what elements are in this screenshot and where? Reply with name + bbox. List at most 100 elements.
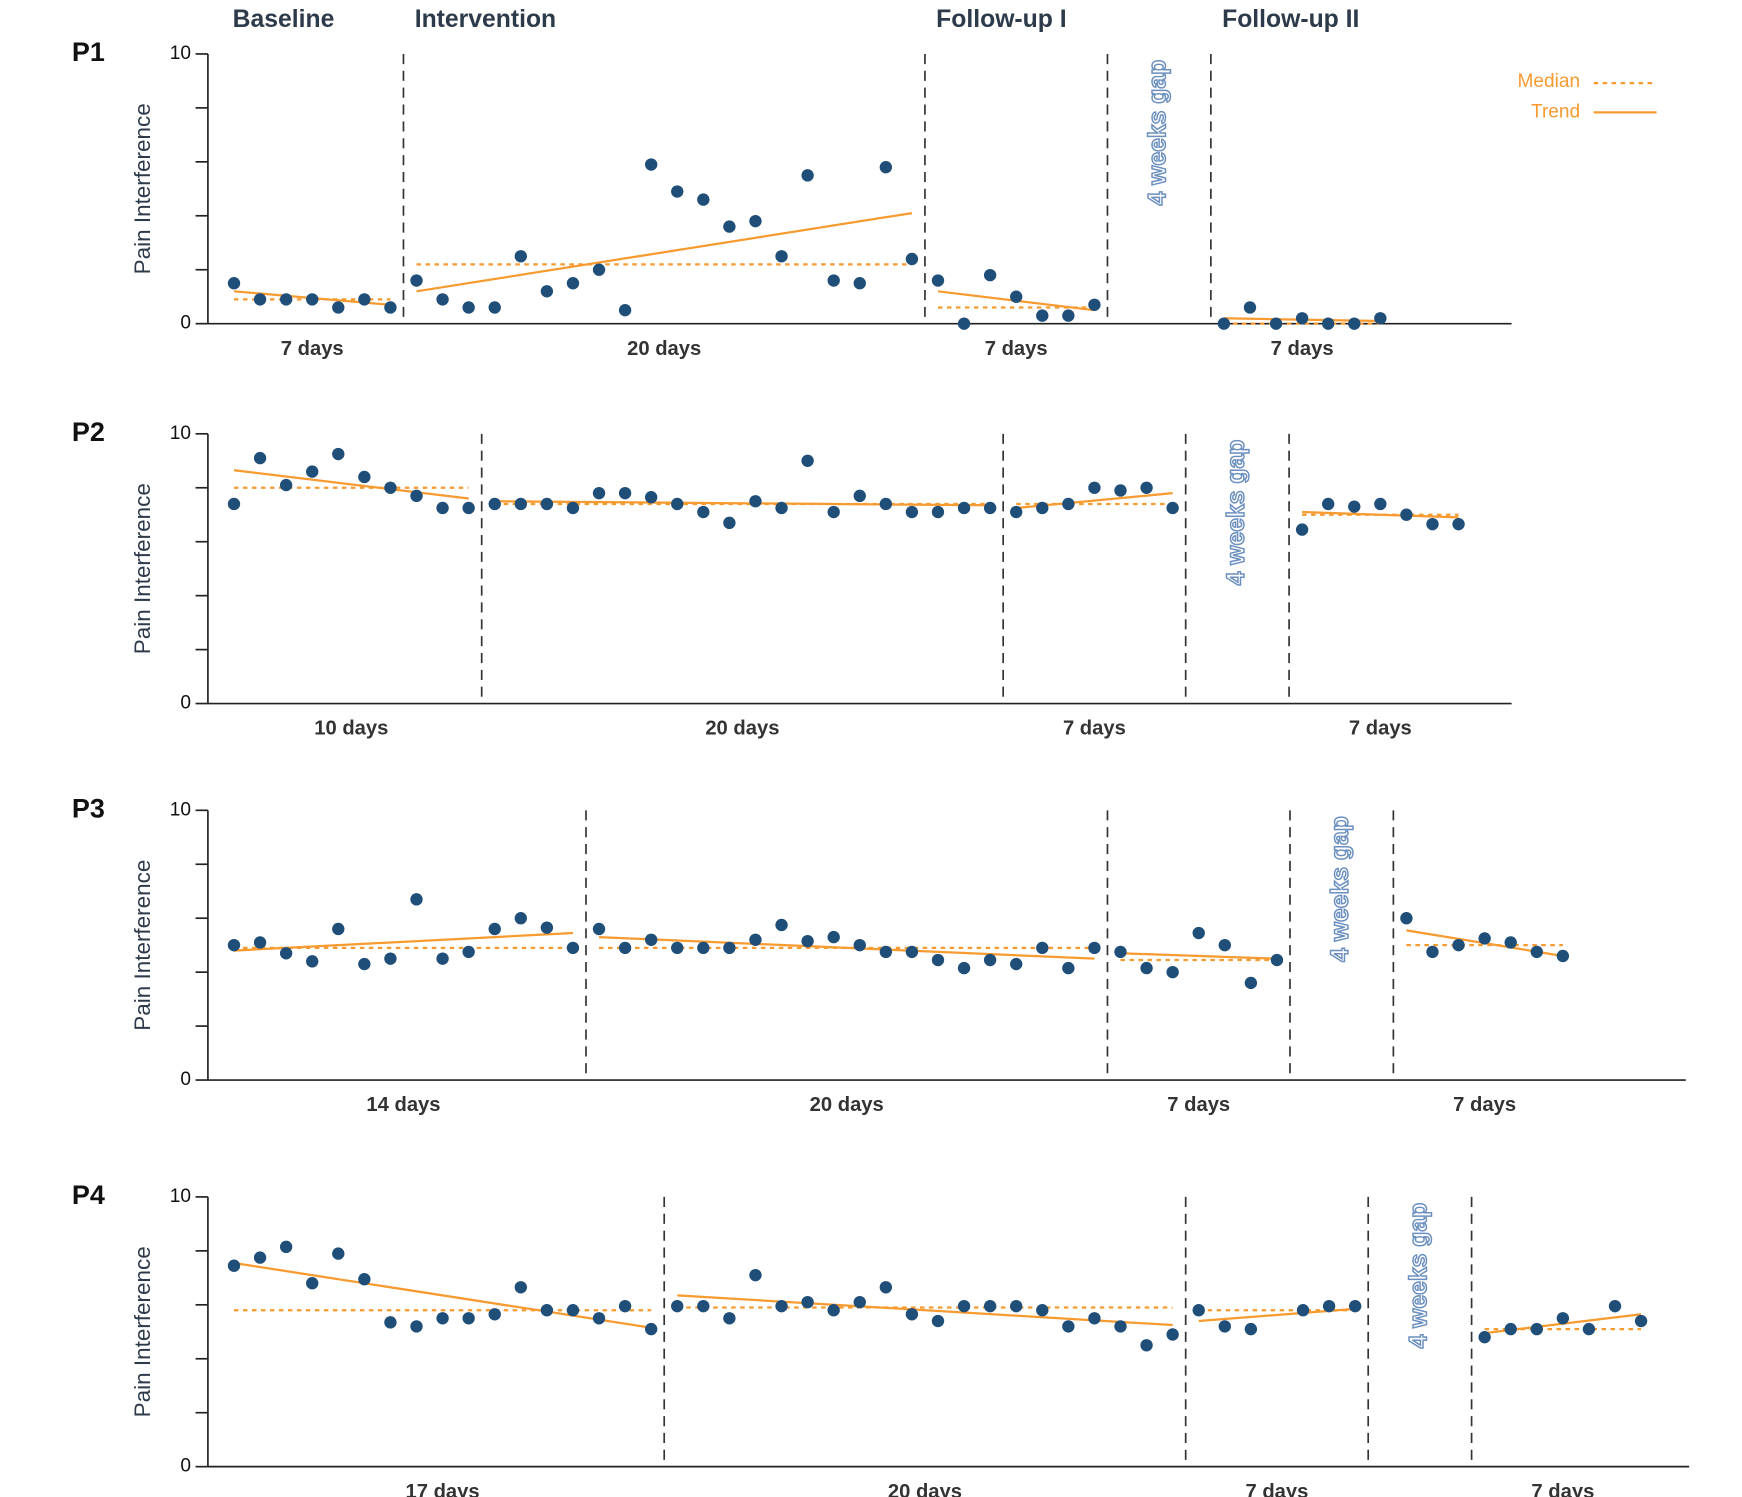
phase-duration: 7 days xyxy=(985,338,1048,360)
data-point xyxy=(618,486,632,500)
data-point xyxy=(801,1295,814,1309)
data-point xyxy=(540,285,554,298)
data-point xyxy=(879,497,893,511)
data-point xyxy=(879,161,893,174)
data-point xyxy=(1036,309,1049,322)
trend-line xyxy=(598,935,1095,960)
data-point xyxy=(1062,1320,1075,1333)
data-point xyxy=(983,501,997,515)
data-point xyxy=(957,961,971,975)
data-point xyxy=(1088,481,1101,494)
data-point xyxy=(384,481,397,494)
data-point xyxy=(827,930,840,944)
data-point xyxy=(983,953,997,967)
data-point xyxy=(566,501,580,515)
data-point xyxy=(1218,938,1231,952)
data-point xyxy=(1062,961,1075,975)
data-point xyxy=(279,1240,293,1254)
data-point xyxy=(410,893,423,906)
data-point xyxy=(1608,1299,1622,1313)
data-point xyxy=(697,1299,710,1313)
data-point xyxy=(1426,945,1439,959)
data-point xyxy=(618,1299,632,1313)
data-point xyxy=(1504,1322,1517,1336)
data-point xyxy=(384,952,397,965)
data-point xyxy=(983,1299,997,1313)
data-point xyxy=(410,274,423,287)
data-point xyxy=(1010,1299,1023,1313)
data-point xyxy=(1322,1299,1336,1313)
data-point xyxy=(1114,484,1127,497)
data-point xyxy=(227,1259,241,1272)
phase-duration: 7 days xyxy=(1349,718,1412,740)
data-point xyxy=(879,1281,893,1294)
data-point xyxy=(332,922,345,936)
data-point xyxy=(1062,309,1075,322)
data-point xyxy=(358,470,371,484)
y-tick-label: 10 xyxy=(170,1186,191,1207)
phase-duration: 7 days xyxy=(281,338,344,360)
data-point xyxy=(1192,926,1205,940)
data-point xyxy=(488,301,501,314)
y-tick-label: 0 xyxy=(180,693,191,714)
data-point xyxy=(1036,941,1049,955)
data-point xyxy=(462,1312,475,1325)
data-point xyxy=(1166,501,1179,515)
data-point xyxy=(957,1299,971,1313)
data-point xyxy=(279,293,293,306)
y-axis-label: Pain Interference xyxy=(130,103,155,274)
data-point xyxy=(749,495,762,508)
phase-name: Follow-up II xyxy=(1222,6,1359,33)
phase-name: Follow-up I xyxy=(936,6,1066,33)
data-point xyxy=(1556,1312,1570,1325)
data-point xyxy=(671,1299,684,1313)
data-point xyxy=(1088,298,1101,311)
data-point xyxy=(931,1314,945,1328)
phase-duration: 17 days xyxy=(405,1481,479,1497)
data-point xyxy=(827,1304,840,1317)
phase-duration: 14 days xyxy=(366,1094,440,1116)
data-point xyxy=(332,301,345,314)
data-point xyxy=(1374,312,1387,325)
data-point xyxy=(1269,317,1283,330)
data-point xyxy=(775,250,788,263)
data-point xyxy=(671,941,684,955)
data-point xyxy=(618,304,632,317)
gap-label: 4 weeks gap xyxy=(1327,816,1354,962)
data-point xyxy=(1296,1304,1310,1317)
data-point xyxy=(462,501,475,515)
data-point xyxy=(1140,1339,1153,1352)
legend-label: Trend xyxy=(1531,101,1580,122)
y-axis-label: Pain Interference xyxy=(130,860,155,1031)
phase-duration: 7 days xyxy=(1531,1481,1594,1497)
data-point xyxy=(306,1277,319,1290)
data-point xyxy=(853,489,866,503)
data-point xyxy=(306,293,319,306)
data-point xyxy=(279,947,293,960)
gap-label: 4 weeks gap xyxy=(1145,60,1172,206)
data-point xyxy=(514,250,527,263)
phase-duration: 20 days xyxy=(810,1094,884,1116)
data-point xyxy=(592,1312,606,1325)
y-tick-label: 10 xyxy=(170,423,191,444)
data-point xyxy=(1140,481,1153,494)
data-point xyxy=(1010,290,1023,303)
data-point xyxy=(1114,945,1127,959)
data-point xyxy=(332,1247,345,1260)
trend-line xyxy=(1302,510,1459,519)
data-point xyxy=(1348,1299,1362,1313)
data-point xyxy=(306,955,319,968)
data-point xyxy=(514,912,527,925)
data-point xyxy=(1088,1312,1101,1325)
data-point xyxy=(1400,508,1413,521)
y-axis-label: Pain Interference xyxy=(130,483,155,654)
panel-label: P1 xyxy=(72,37,105,67)
data-point xyxy=(462,945,475,959)
data-point xyxy=(644,491,658,504)
data-point xyxy=(227,277,241,290)
data-point xyxy=(931,505,945,519)
data-point xyxy=(957,501,971,515)
data-point xyxy=(1036,501,1049,515)
data-point xyxy=(775,918,788,932)
